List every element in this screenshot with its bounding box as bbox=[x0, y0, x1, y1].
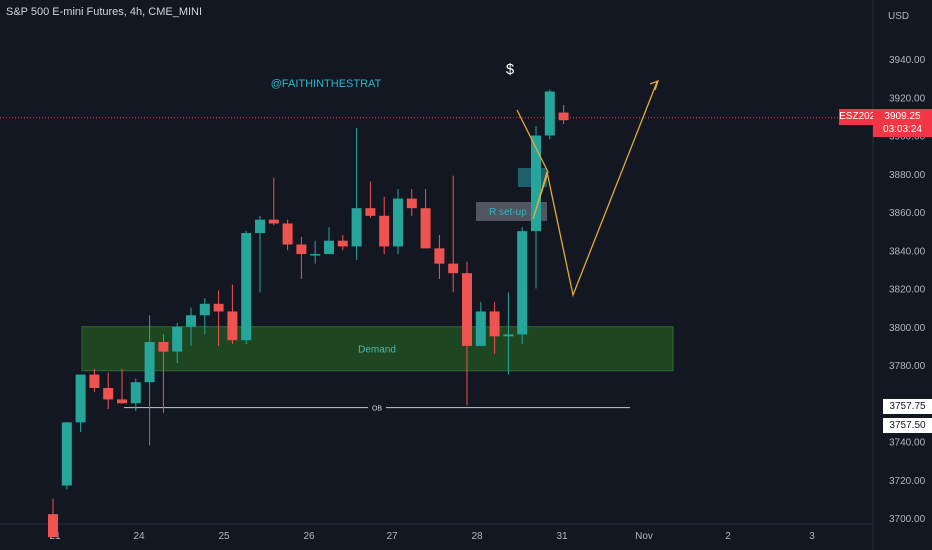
candle-body bbox=[130, 382, 141, 404]
candle-body bbox=[213, 303, 224, 312]
chart-title: S&P 500 E-mini Futures, 4h, CME_MINI bbox=[6, 6, 203, 18]
candle-body bbox=[61, 422, 72, 486]
ob-price-tag-1: 3757.75 bbox=[883, 399, 932, 414]
candle-body bbox=[517, 231, 528, 335]
candle-body bbox=[434, 248, 445, 264]
setup-box bbox=[476, 202, 547, 221]
candle-body bbox=[268, 219, 279, 224]
candle-body bbox=[144, 342, 155, 383]
candle-body bbox=[199, 303, 210, 316]
projection-path bbox=[516, 81, 658, 298]
demand-zone-label: Demand bbox=[358, 345, 396, 356]
candle-body bbox=[406, 198, 417, 209]
y-tick-label: 3900.00 bbox=[889, 132, 926, 143]
candle-body bbox=[310, 254, 321, 256]
y-tick-label: 3800.00 bbox=[889, 323, 926, 334]
candle-body bbox=[365, 208, 376, 216]
y-tick-label: 3940.00 bbox=[889, 55, 926, 66]
current-price-value: 3909.25 bbox=[884, 111, 921, 122]
setup-label: R set-up bbox=[489, 207, 527, 218]
candle-body bbox=[379, 215, 390, 247]
x-tick-label: 24 bbox=[133, 531, 145, 542]
candle-body bbox=[172, 326, 183, 352]
watermark-text: @FAITHINTHESTRAT bbox=[271, 78, 382, 90]
symbol-price-tag: ESZ2022 bbox=[839, 109, 881, 125]
candle-body bbox=[558, 112, 569, 121]
candle-body bbox=[158, 342, 169, 352]
y-tick-label: 3860.00 bbox=[889, 208, 926, 219]
candle-body bbox=[393, 198, 403, 247]
y-tick-label: 3720.00 bbox=[889, 476, 926, 487]
candle-body bbox=[227, 311, 238, 341]
ob-label: OB bbox=[372, 406, 382, 413]
candle-body bbox=[420, 208, 431, 249]
candle-body bbox=[503, 334, 514, 337]
currency-label: USD bbox=[888, 11, 909, 22]
x-tick-label: 28 bbox=[471, 531, 483, 542]
candle-body bbox=[117, 399, 127, 404]
x-tick-label: Nov bbox=[635, 531, 653, 542]
ob-label-bg bbox=[368, 402, 386, 413]
y-tick-label: 3880.00 bbox=[889, 170, 926, 181]
candle-body bbox=[75, 374, 86, 423]
candle-body bbox=[48, 514, 58, 538]
x-tick-label: 26 bbox=[303, 531, 315, 542]
candle-body bbox=[475, 311, 486, 346]
y-tick-label: 3820.00 bbox=[889, 285, 926, 296]
y-tick-label: 3780.00 bbox=[889, 361, 926, 372]
candle-body bbox=[448, 263, 459, 274]
candle-body bbox=[103, 387, 114, 400]
candle-body bbox=[462, 273, 472, 346]
x-tick-label: 25 bbox=[218, 531, 230, 542]
candle-body bbox=[255, 219, 265, 234]
candle-body bbox=[296, 244, 307, 255]
x-tick-label: 31 bbox=[556, 531, 568, 542]
x-tick-label: 27 bbox=[386, 531, 398, 542]
x-tick-label: 2 bbox=[725, 531, 731, 542]
candle-body bbox=[324, 240, 334, 255]
candle-body bbox=[186, 315, 196, 327]
projection-arrowhead bbox=[649, 79, 660, 91]
candle-body bbox=[351, 208, 362, 247]
y-tick-label: 3920.00 bbox=[889, 93, 926, 104]
candle-body bbox=[282, 223, 293, 245]
y-tick-label: 3700.00 bbox=[889, 514, 926, 525]
candle-body bbox=[544, 91, 555, 136]
candle-body bbox=[337, 240, 348, 247]
candle-body bbox=[489, 311, 500, 337]
current-price-tag: 3909.25 03:03:24 bbox=[873, 109, 932, 137]
y-tick-label: 3740.00 bbox=[889, 438, 926, 449]
candle-body bbox=[89, 374, 100, 388]
candle-body bbox=[531, 135, 541, 232]
candle-body bbox=[241, 233, 252, 341]
dollar-sign: $ bbox=[506, 61, 515, 78]
bar-countdown: 03:03:24 bbox=[883, 124, 922, 135]
ob-price-tag-2: 3757.50 bbox=[883, 418, 932, 433]
x-tick-label: 3 bbox=[809, 531, 815, 542]
y-tick-label: 3840.00 bbox=[889, 246, 926, 257]
